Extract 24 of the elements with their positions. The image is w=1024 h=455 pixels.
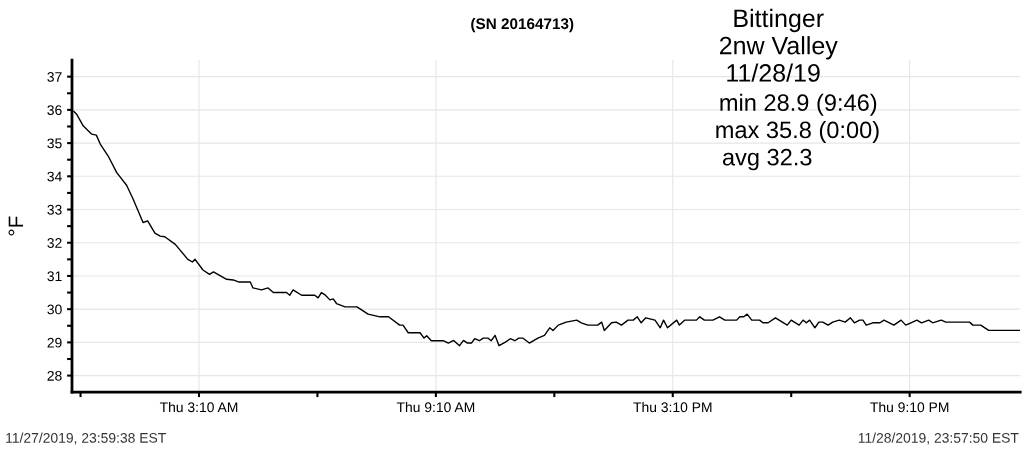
- y-tick-label: 33: [47, 204, 62, 215]
- text: Bittinger: [734, 8, 824, 33]
- annotation: 11/28/19: [727, 63, 820, 82]
- y-tick-label: 35: [47, 138, 62, 149]
- y-tick-label: 37: [47, 72, 62, 82]
- y-tick-label: 30: [47, 304, 62, 315]
- text: 11/28/2019, 23:57:50 EST: [858, 432, 1019, 445]
- x-tick-label: Thu 3:10 AM: [159, 401, 238, 413]
- y-tick-label: 29: [47, 337, 62, 348]
- y-tick-label: 28: [47, 370, 62, 381]
- x-tick-label: Thu 3:10 PM: [633, 401, 712, 413]
- x-tick-label: Thu 9:10 AM: [396, 401, 475, 413]
- annotation: min 28.9 (9:46): [720, 93, 877, 116]
- annotation: max 35.8 (0:00): [716, 120, 879, 143]
- y-tick-label: 34: [47, 171, 62, 182]
- y-tick-label: 36: [47, 105, 62, 116]
- annotation: avg 32.3: [722, 148, 812, 171]
- y-axis-title: °F: [8, 216, 24, 236]
- text: 11/27/2019, 23:59:38 EST: [6, 432, 166, 445]
- chart-title: (SN 20164713): [471, 17, 574, 33]
- text: 2nw Valley: [719, 36, 838, 60]
- y-tick-label: 31: [47, 271, 62, 282]
- x-tick-label: Thu 9:10 PM: [870, 401, 949, 413]
- y-tick-label: 32: [47, 238, 62, 248]
